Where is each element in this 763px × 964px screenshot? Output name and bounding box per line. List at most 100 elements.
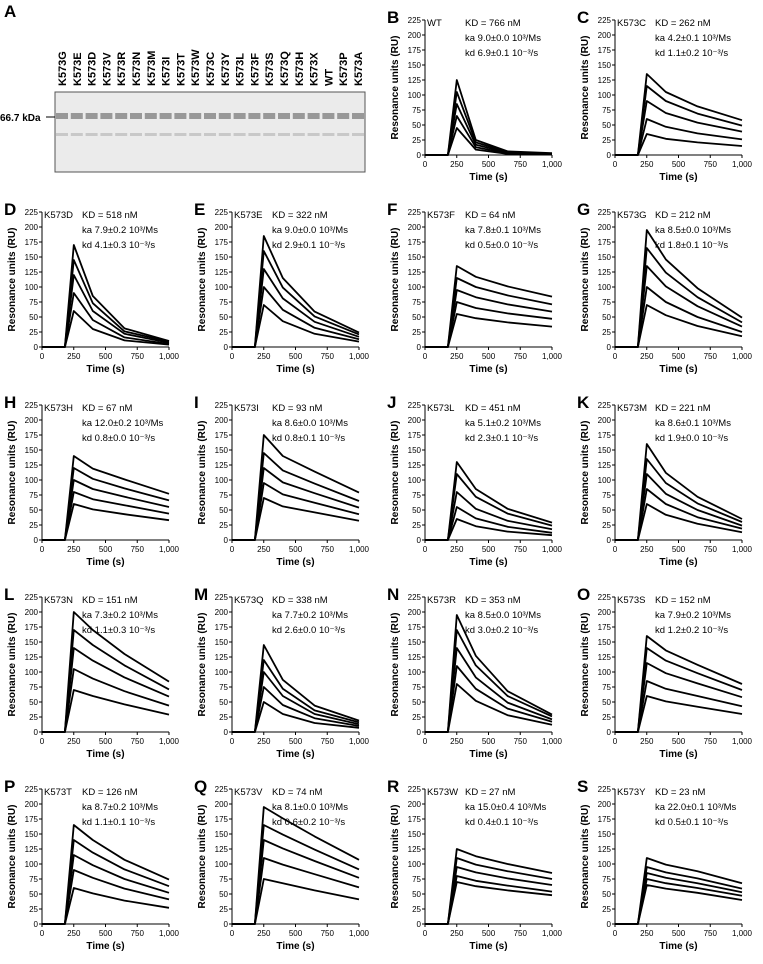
y-tick-label: 225 — [25, 785, 39, 794]
y-tick-label: 200 — [408, 416, 422, 425]
y-tick-label: 75 — [602, 298, 611, 307]
sensorgram-line — [42, 455, 170, 541]
gel-band — [159, 113, 172, 119]
y-tick-label: 100 — [408, 283, 422, 292]
x-tick-label: 0 — [613, 160, 618, 169]
kinetic-annotation: KD = 518 nM — [82, 210, 138, 221]
kinetic-annotation: KD = 338 nM — [272, 595, 328, 606]
gel-band-faint — [292, 133, 305, 136]
x-tick-label: 750 — [514, 160, 528, 169]
y-tick-label: 200 — [598, 416, 612, 425]
x-tick-label: 500 — [672, 545, 686, 554]
kinetic-annotation: kd 0.5±0.0 10⁻³/s — [465, 240, 538, 251]
kinetic-annotation: ka 7.8±0.1 10³/Ms — [465, 225, 541, 236]
y-tick-label: 150 — [408, 830, 422, 839]
y-tick-label: 0 — [224, 536, 229, 545]
kinetic-annotation: ka 5.1±0.2 10³/Ms — [465, 418, 541, 429]
y-tick-label: 225 — [215, 785, 229, 794]
y-tick-label: 175 — [25, 238, 39, 247]
marker-label: 66.7 kDa — [0, 113, 41, 124]
gel-band — [292, 113, 305, 119]
y-tick-label: 50 — [219, 506, 228, 515]
gel-band-faint — [263, 133, 276, 136]
x-tick-label: 750 — [321, 352, 335, 361]
y-tick-label: 50 — [412, 506, 421, 515]
sensorgram-line — [42, 887, 170, 925]
panel-label: K — [577, 393, 590, 412]
kinetic-annotation: kd 0.8±0.0 10⁻³/s — [82, 433, 155, 444]
gel-band — [248, 113, 261, 119]
x-tick-label: 250 — [450, 160, 464, 169]
y-tick-label: 200 — [598, 800, 612, 809]
kinetic-annotation: KD = 322 nM — [272, 210, 328, 221]
x-tick-label: 500 — [672, 352, 686, 361]
kinetic-annotation: kd 3.0±0.2 10⁻³/s — [465, 625, 538, 636]
y-tick-label: 150 — [215, 830, 229, 839]
x-tick-label: 1,000 — [349, 352, 370, 361]
lane-label: K573E — [72, 52, 84, 86]
x-tick-label: 1,000 — [159, 352, 180, 361]
y-tick-label: 75 — [602, 683, 611, 692]
y-tick-label: 175 — [25, 815, 39, 824]
x-tick-label: 1,000 — [542, 160, 563, 169]
sample-label: K573L — [427, 403, 454, 414]
y-tick-label: 0 — [224, 343, 229, 352]
y-tick-label: 125 — [408, 268, 422, 277]
y-tick-label: 0 — [417, 920, 422, 929]
sensorgram-line — [425, 79, 553, 156]
y-tick-label: 175 — [215, 238, 229, 247]
x-tick-label: 0 — [423, 160, 428, 169]
sensorgram-line — [615, 662, 743, 733]
y-tick-label: 100 — [408, 476, 422, 485]
y-tick-label: 100 — [408, 668, 422, 677]
x-tick-label: 750 — [321, 929, 335, 938]
sample-label: K573C — [617, 18, 646, 29]
sensorgram-line — [42, 467, 170, 541]
sensorgram-line — [42, 689, 170, 733]
x-tick-label: 250 — [640, 545, 654, 554]
x-tick-label: 750 — [514, 352, 528, 361]
y-tick-label: 50 — [29, 506, 38, 515]
x-tick-label: 750 — [321, 737, 335, 746]
x-tick-label: 500 — [482, 737, 496, 746]
y-tick-label: 150 — [25, 638, 39, 647]
kinetic-annotation: ka 9.0±0.0 10³/Ms — [465, 33, 541, 44]
y-tick-label: 225 — [25, 401, 39, 410]
x-tick-label: 500 — [482, 929, 496, 938]
y-tick-label: 25 — [219, 328, 228, 337]
y-tick-label: 200 — [598, 31, 612, 40]
y-axis-label: Resonance units (RU) — [7, 613, 18, 717]
x-tick-label: 500 — [99, 545, 113, 554]
y-tick-label: 150 — [25, 830, 39, 839]
y-tick-label: 100 — [408, 91, 422, 100]
y-tick-label: 175 — [408, 815, 422, 824]
y-tick-label: 0 — [224, 920, 229, 929]
x-axis-label: Time (s) — [469, 749, 507, 760]
y-tick-label: 125 — [25, 461, 39, 470]
gel-band — [337, 113, 350, 119]
y-tick-label: 150 — [598, 830, 612, 839]
kinetic-annotation: kd 1.2±0.2 10⁻³/s — [655, 625, 728, 636]
y-tick-label: 75 — [29, 491, 38, 500]
y-tick-label: 25 — [29, 328, 38, 337]
y-tick-label: 125 — [25, 653, 39, 662]
sensorgram-line — [615, 118, 743, 156]
y-tick-label: 200 — [598, 223, 612, 232]
panel-label: O — [577, 585, 590, 604]
kinetic-annotation: ka 8.6±0.0 10³/Ms — [272, 418, 348, 429]
gel-band-faint — [159, 133, 172, 136]
kinetic-annotation: kd 2.9±0.1 10⁻³/s — [272, 240, 345, 251]
y-tick-label: 25 — [602, 905, 611, 914]
panel-label: N — [387, 585, 399, 604]
sensorgram-line — [232, 659, 360, 733]
sensorgram-line — [42, 854, 170, 925]
y-tick-label: 100 — [215, 283, 229, 292]
x-tick-label: 500 — [482, 160, 496, 169]
x-axis-label: Time (s) — [659, 364, 697, 375]
gel-band-faint — [352, 133, 364, 136]
y-axis-label: Resonance units (RU) — [390, 805, 401, 909]
kinetic-annotation: ka 12.0±0.2 10³/Ms — [82, 418, 164, 429]
x-axis-label: Time (s) — [86, 364, 124, 375]
x-tick-label: 250 — [257, 545, 271, 554]
y-tick-label: 200 — [25, 223, 39, 232]
